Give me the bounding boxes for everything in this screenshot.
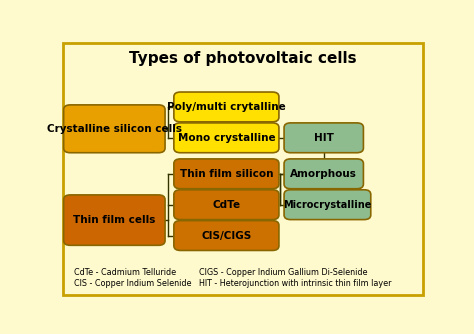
FancyBboxPatch shape	[284, 159, 364, 189]
Text: Types of photovoltaic cells: Types of photovoltaic cells	[129, 50, 357, 65]
FancyBboxPatch shape	[63, 43, 423, 295]
Text: HIT: HIT	[314, 133, 334, 143]
Text: CIS - Copper Indium Selenide: CIS - Copper Indium Selenide	[74, 279, 191, 288]
Text: Thin film cells: Thin film cells	[73, 215, 155, 225]
FancyBboxPatch shape	[174, 92, 279, 122]
Text: Poly/multi crytalline: Poly/multi crytalline	[167, 102, 286, 112]
FancyBboxPatch shape	[64, 105, 165, 153]
Text: Microcrystalline: Microcrystalline	[283, 200, 372, 210]
FancyBboxPatch shape	[284, 190, 371, 219]
Text: CIS/CIGS: CIS/CIGS	[201, 230, 252, 240]
Text: Crystalline silicon cells: Crystalline silicon cells	[47, 124, 182, 134]
Text: Thin film silicon: Thin film silicon	[180, 169, 273, 179]
Text: HIT - Heterojunction with intrinsic thin film layer: HIT - Heterojunction with intrinsic thin…	[199, 279, 392, 288]
FancyBboxPatch shape	[174, 159, 279, 189]
FancyBboxPatch shape	[174, 123, 279, 153]
Text: Mono crystalline: Mono crystalline	[178, 133, 275, 143]
Text: CdTe: CdTe	[212, 200, 240, 210]
FancyBboxPatch shape	[64, 195, 165, 245]
Text: CdTe - Cadmium Telluride: CdTe - Cadmium Telluride	[74, 268, 176, 277]
FancyBboxPatch shape	[174, 190, 279, 219]
Text: CIGS - Copper Indium Gallium Di-Selenide: CIGS - Copper Indium Gallium Di-Selenide	[199, 268, 367, 277]
Text: Amorphous: Amorphous	[290, 169, 357, 179]
FancyBboxPatch shape	[284, 123, 364, 153]
FancyBboxPatch shape	[174, 221, 279, 250]
